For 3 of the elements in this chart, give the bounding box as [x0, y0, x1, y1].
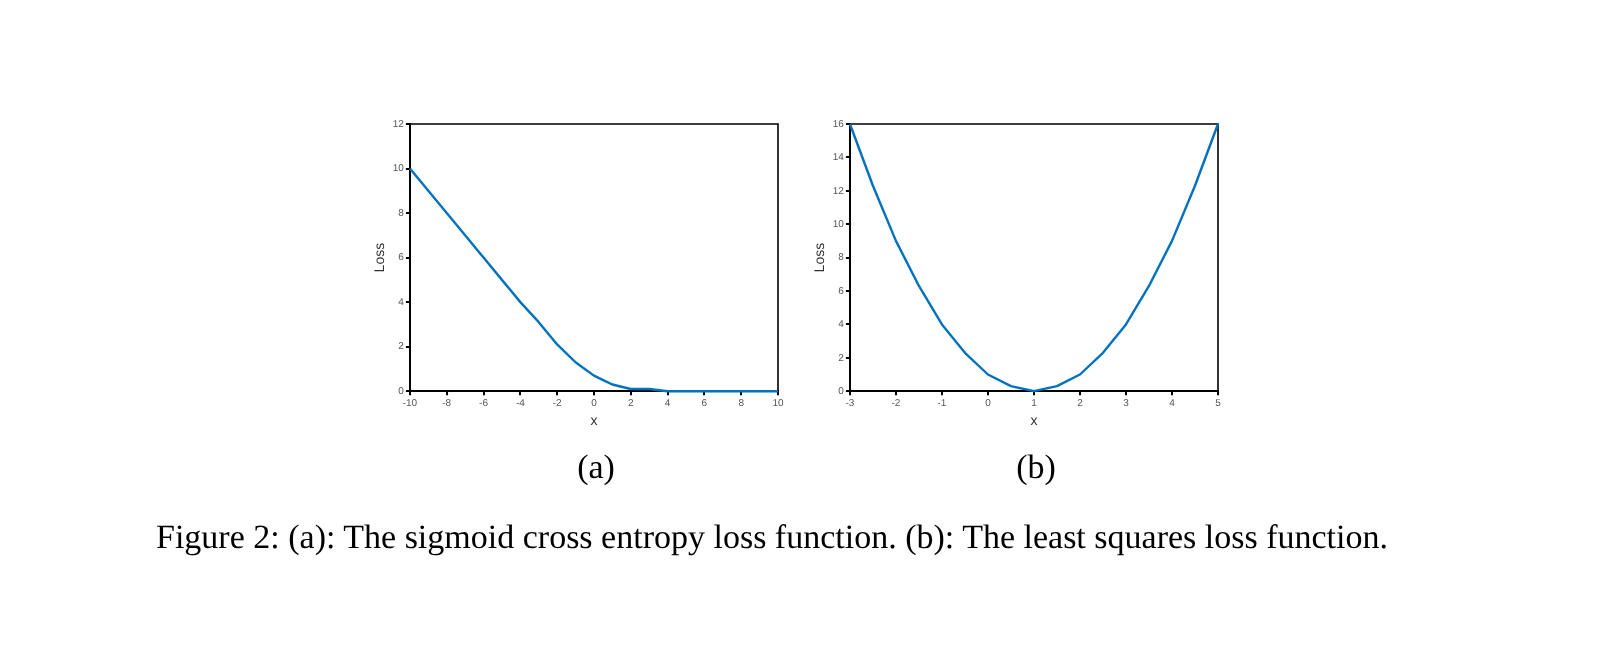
- caption: Figure 2: (a): The sigmoid cross entropy loss function. (b): The least squares loss function.: [156, 516, 1390, 558]
- text: (b): [1014, 448, 1058, 488]
- text: (a): [575, 448, 617, 488]
